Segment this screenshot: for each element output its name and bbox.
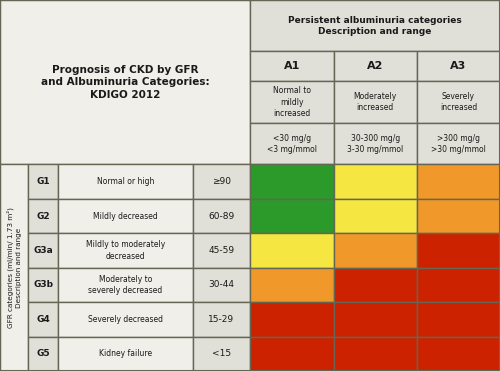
- Text: Moderately to
severely decreased: Moderately to severely decreased: [88, 275, 162, 295]
- Bar: [58, 336, 193, 371]
- Bar: [250, 123, 334, 164]
- Text: A3: A3: [450, 61, 466, 71]
- Bar: [58, 302, 193, 336]
- Text: Persistent albuminuria categories
Description and range: Persistent albuminuria categories Descri…: [288, 16, 462, 36]
- Text: Normal or high: Normal or high: [97, 177, 154, 186]
- Bar: [250, 0, 500, 51]
- Bar: [417, 199, 500, 233]
- Bar: [417, 164, 500, 199]
- Bar: [193, 336, 250, 371]
- Bar: [28, 336, 58, 371]
- Bar: [0, 164, 28, 371]
- Bar: [193, 267, 250, 302]
- Bar: [417, 51, 500, 81]
- Text: Prognosis of CKD by GFR
and Albuminuria Categories:
KDIGO 2012: Prognosis of CKD by GFR and Albuminuria …: [40, 65, 209, 99]
- Text: Mildly decreased: Mildly decreased: [93, 211, 158, 220]
- Bar: [417, 336, 500, 371]
- Bar: [417, 267, 500, 302]
- Bar: [250, 336, 334, 371]
- Text: 15-29: 15-29: [208, 315, 234, 324]
- Bar: [417, 233, 500, 268]
- Bar: [334, 51, 417, 81]
- Text: Severely decreased: Severely decreased: [88, 315, 163, 324]
- Bar: [250, 164, 334, 199]
- Text: Moderately
increased: Moderately increased: [354, 92, 397, 112]
- Bar: [250, 81, 334, 123]
- Bar: [0, 0, 250, 164]
- Text: Kidney failure: Kidney failure: [99, 349, 152, 358]
- Text: A1: A1: [284, 61, 300, 71]
- Bar: [334, 199, 417, 233]
- Bar: [334, 336, 417, 371]
- Text: G1: G1: [36, 177, 50, 186]
- Text: Mildly to moderately
decreased: Mildly to moderately decreased: [86, 240, 165, 260]
- Bar: [250, 267, 334, 302]
- Bar: [250, 302, 334, 336]
- Text: A2: A2: [367, 61, 384, 71]
- Bar: [28, 164, 58, 199]
- Bar: [417, 81, 500, 123]
- Bar: [250, 51, 334, 81]
- Bar: [28, 302, 58, 336]
- Text: 45-59: 45-59: [208, 246, 234, 255]
- Text: G3b: G3b: [33, 280, 53, 289]
- Text: 30-300 mg/g
3-30 mg/mmol: 30-300 mg/g 3-30 mg/mmol: [347, 134, 404, 154]
- Text: G3a: G3a: [33, 246, 53, 255]
- Text: ≥90: ≥90: [212, 177, 231, 186]
- Bar: [193, 199, 250, 233]
- Bar: [58, 164, 193, 199]
- Text: 30-44: 30-44: [208, 280, 234, 289]
- Bar: [58, 233, 193, 268]
- Text: GFR categories (ml/min/ 1.73 m²)
Description and range: GFR categories (ml/min/ 1.73 m²) Descrip…: [6, 207, 22, 328]
- Bar: [250, 199, 334, 233]
- Bar: [334, 233, 417, 268]
- Text: G2: G2: [36, 211, 50, 220]
- Text: 60-89: 60-89: [208, 211, 234, 220]
- Bar: [58, 199, 193, 233]
- Bar: [334, 164, 417, 199]
- Bar: [193, 164, 250, 199]
- Bar: [334, 267, 417, 302]
- Text: G4: G4: [36, 315, 50, 324]
- Text: >300 mg/g
>30 mg/mmol: >300 mg/g >30 mg/mmol: [431, 134, 486, 154]
- Bar: [193, 233, 250, 268]
- Bar: [334, 302, 417, 336]
- Bar: [250, 233, 334, 268]
- Text: Severely
increased: Severely increased: [440, 92, 477, 112]
- Bar: [193, 302, 250, 336]
- Bar: [28, 267, 58, 302]
- Text: G5: G5: [36, 349, 50, 358]
- Bar: [334, 123, 417, 164]
- Bar: [417, 302, 500, 336]
- Bar: [58, 267, 193, 302]
- Bar: [28, 199, 58, 233]
- Text: <30 mg/g
<3 mg/mmol: <30 mg/g <3 mg/mmol: [267, 134, 317, 154]
- Bar: [334, 81, 417, 123]
- Bar: [28, 233, 58, 268]
- Text: <15: <15: [212, 349, 231, 358]
- Bar: [417, 123, 500, 164]
- Text: Normal to
mildly
increased: Normal to mildly increased: [273, 86, 311, 118]
